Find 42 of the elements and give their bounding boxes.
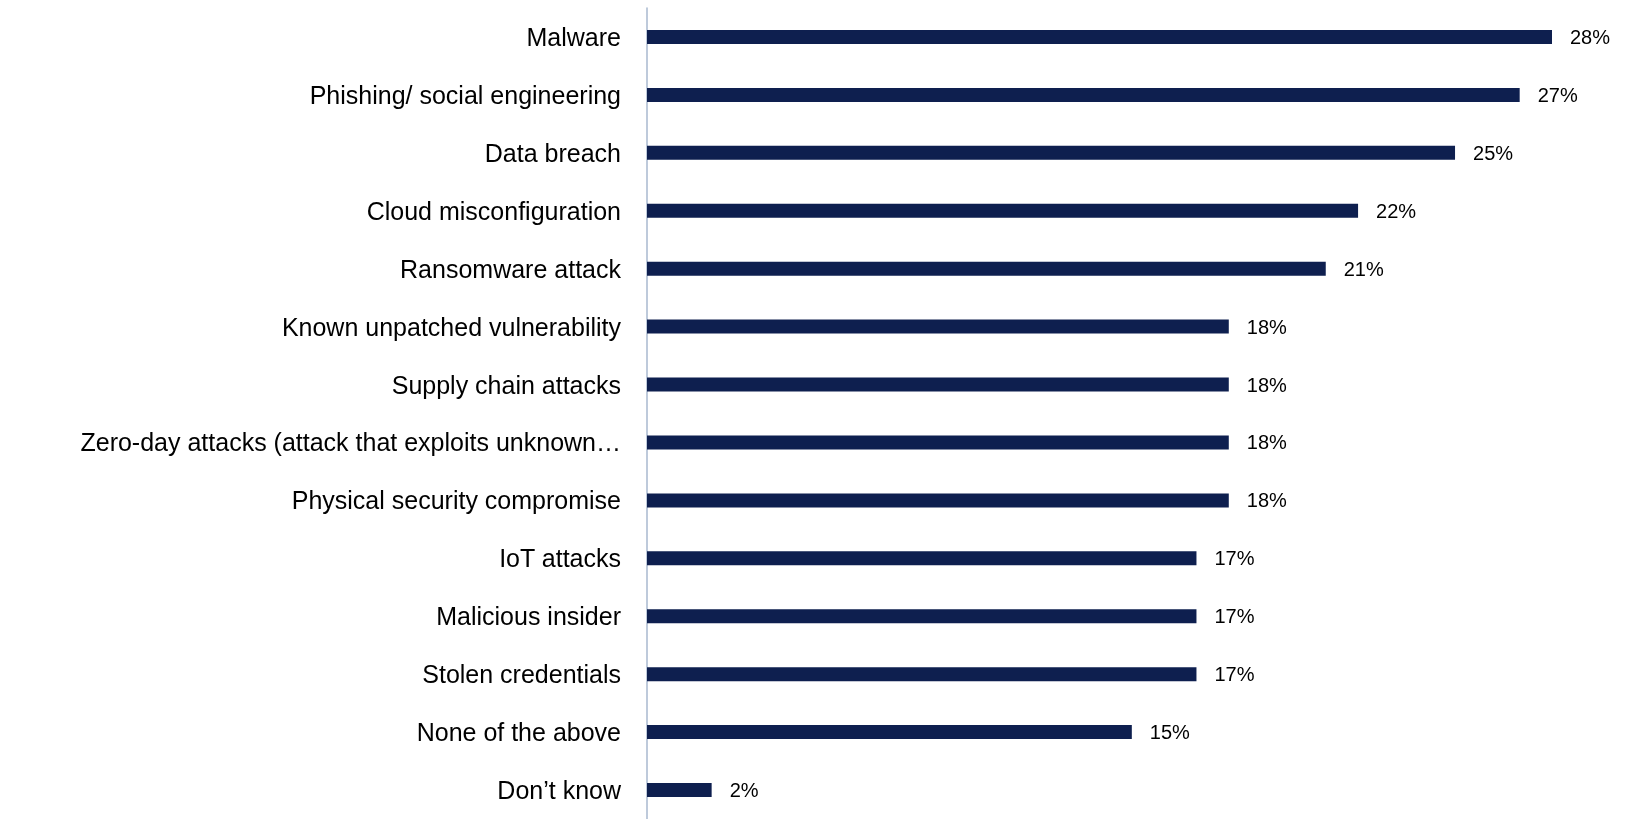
data-label: 21%	[1343, 257, 1384, 280]
data-label: 22%	[1376, 199, 1417, 222]
bar	[647, 203, 1359, 218]
data-label: 18%	[1246, 315, 1288, 338]
y-tick-label: Physical security compromise	[291, 486, 621, 515]
bar	[647, 725, 1132, 740]
y-tick-label: Ransomware attack	[400, 254, 622, 283]
data-label: 28%	[1570, 25, 1611, 48]
data-label: 27%	[1537, 83, 1578, 106]
bar	[647, 493, 1229, 508]
y-tick-label: Stolen credentials	[422, 660, 621, 689]
data-label: 25%	[1473, 141, 1514, 164]
data-label: 17%	[1214, 547, 1255, 570]
y-tick-label: IoT attacks	[499, 544, 621, 573]
y-tick-label: None of the above	[416, 718, 621, 747]
y-tick-label: Data breach	[484, 138, 621, 167]
y-tick-label: Zero-day attacks (attack that exploits unknown…	[80, 428, 621, 457]
bar	[647, 87, 1520, 102]
bar	[647, 667, 1197, 682]
y-tick-label: Supply chain attacks	[391, 370, 621, 399]
data-label: 15%	[1149, 721, 1191, 744]
bar	[647, 609, 1197, 624]
y-tick-label: Malware	[526, 22, 621, 51]
bar	[647, 377, 1229, 392]
data-label: 18%	[1246, 373, 1288, 396]
bar	[647, 783, 712, 798]
y-tick-label: Phishing/ social engineering	[309, 80, 621, 109]
bar	[647, 551, 1197, 566]
bar	[647, 29, 1552, 44]
data-label: 2%	[729, 779, 759, 802]
data-label: 17%	[1214, 605, 1255, 628]
data-label: 18%	[1246, 489, 1288, 512]
y-tick-label: Don’t know	[497, 776, 622, 805]
bar	[647, 261, 1326, 276]
y-tick-label: Malicious insider	[436, 602, 621, 631]
data-label: 17%	[1214, 663, 1255, 686]
y-tick-label: Cloud misconfiguration	[366, 196, 621, 225]
y-tick-label: Known unpatched vulnerability	[281, 312, 622, 341]
bar	[647, 319, 1229, 334]
data-label: 18%	[1246, 431, 1288, 454]
bar	[647, 145, 1456, 160]
bar	[647, 435, 1229, 450]
